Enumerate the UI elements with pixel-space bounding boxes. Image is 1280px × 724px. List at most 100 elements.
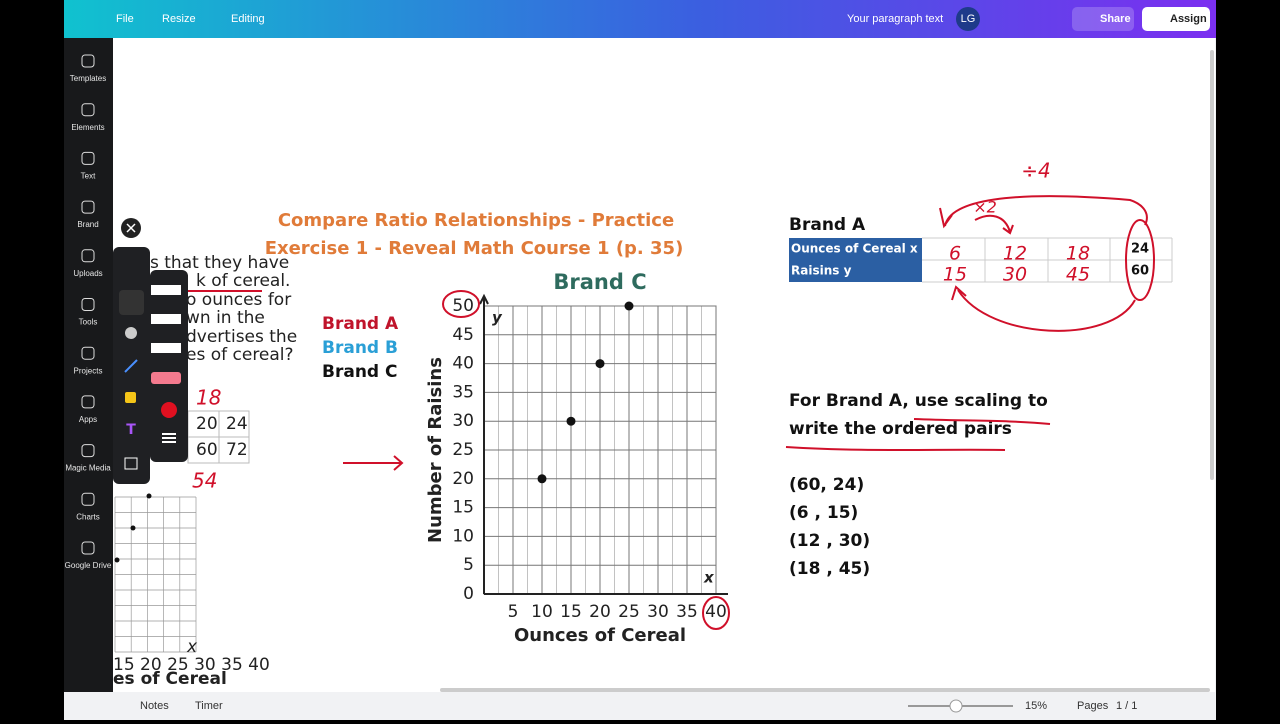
scrollbar[interactable] (440, 688, 1210, 692)
circle-annotation (702, 596, 730, 630)
title: Compare Ratio Relationships - Practice (278, 210, 674, 231)
file-menu[interactable]: File (116, 13, 134, 25)
row-header: Raisins y (791, 264, 852, 278)
arrow (343, 455, 404, 471)
sidebar-label[interactable]: Google Drive (65, 561, 112, 570)
mini-point (114, 557, 120, 563)
sidebar-icon[interactable] (81, 298, 95, 311)
sidebar-icon[interactable] (81, 249, 95, 263)
handwritten: 18 (1066, 243, 1090, 265)
y-tick-label: 30 (452, 411, 474, 431)
editing-menu[interactable]: Editing (231, 13, 265, 25)
sidebar-icon[interactable] (81, 444, 95, 458)
sidebar-icon[interactable] (81, 151, 95, 165)
x-tick-label: 15 (560, 602, 582, 622)
sidebar-label[interactable]: Magic Media (65, 464, 111, 473)
assign-bg[interactable] (1142, 7, 1210, 31)
avatar[interactable]: LG (961, 13, 976, 25)
brand-label: Brand B (322, 338, 398, 358)
scrollbar[interactable] (1210, 50, 1214, 480)
timer-button[interactable]: Timer (195, 700, 223, 712)
sidebar-label[interactable]: Brand (77, 220, 98, 229)
marker[interactable] (151, 314, 181, 324)
sidebar-label[interactable]: Tools (79, 318, 98, 327)
x-tick-label: 10 (531, 602, 553, 622)
sidebar-icon[interactable] (81, 541, 95, 555)
color-swatch[interactable] (161, 402, 177, 418)
weight-icon[interactable] (162, 433, 176, 443)
sidebar-label[interactable]: Uploads (73, 269, 102, 278)
y-tick-label: 40 (452, 354, 474, 374)
handwritten: 15 (943, 264, 967, 286)
sidebar-label[interactable]: Charts (76, 512, 100, 521)
pen-tool[interactable] (119, 290, 144, 315)
graph: 5 10 15 20 25 30 35 40 0 5 10 15 20 25 30 35 40 45 50 Brand… (425, 270, 728, 646)
arrow-annotation (951, 285, 1136, 332)
y-tick-label: 10 (452, 526, 474, 546)
sidebar-icon[interactable] (81, 200, 95, 214)
y-tick-label: 20 (452, 469, 474, 489)
row-header-bg (789, 260, 922, 282)
resize-button[interactable]: Resize (162, 13, 196, 25)
x-letter: x (703, 569, 715, 587)
sidebar-items: Templates Elements Text Brand Uploads Tools Pr… (65, 54, 112, 570)
share-button[interactable]: Share (1100, 13, 1131, 25)
share-bg[interactable] (1072, 7, 1134, 31)
assign-button[interactable]: Assign (1170, 13, 1207, 25)
handwritten: 6 (949, 243, 961, 265)
ordered-pair: (6 , 15) (789, 503, 858, 523)
instruction: write the ordered pairs (789, 419, 1012, 439)
sticky-tool[interactable] (125, 392, 136, 403)
shape-tool[interactable] (125, 327, 137, 339)
table-tool[interactable] (124, 457, 138, 470)
x-tick-label: 30 (647, 602, 669, 622)
y-tick-label: 5 (463, 555, 474, 575)
mini-grid (114, 496, 197, 653)
sidebar-icon[interactable] (81, 346, 95, 360)
left-text: k of cereal. (196, 271, 290, 291)
left-cell: 24 (226, 414, 248, 434)
x-tick-label: 40 (705, 602, 727, 622)
line-tool[interactable] (124, 359, 138, 373)
x-tick-label: 20 (589, 602, 611, 622)
pen[interactable] (151, 285, 181, 295)
sidebar-label[interactable]: Projects (74, 366, 103, 375)
table-cell: 24 (1131, 242, 1149, 257)
axes (479, 293, 728, 595)
left-text: o ounces for (186, 290, 291, 310)
zoom-level[interactable]: 15% (1025, 700, 1047, 712)
left-slide: s that they have k of cereal. o ounces f… (113, 253, 297, 689)
row-header: Ounces of Cereal x (791, 242, 918, 256)
table-title: Brand A (789, 215, 866, 235)
page-count: 1 / 1 (1116, 700, 1137, 712)
sidebar-label[interactable]: Templates (70, 74, 106, 83)
sidebar-icon[interactable] (81, 492, 95, 506)
doc-name[interactable]: Your paragraph text (847, 13, 943, 25)
row-header-bg (789, 238, 922, 260)
x-axis-label: Ounces of Cereal (514, 625, 686, 646)
left-text: es of cereal? (186, 345, 294, 365)
left-cell: 60 (196, 440, 218, 460)
x-tick-label: 5 (508, 602, 519, 622)
arrow-annotation (974, 214, 1014, 235)
avatar-bg[interactable] (956, 7, 980, 31)
sidebar-label[interactable]: Apps (79, 415, 97, 424)
mini-point (130, 525, 136, 531)
sidebar-icon[interactable] (81, 103, 95, 117)
sidebar-icon[interactable] (81, 395, 95, 409)
zoom-handle[interactable] (949, 699, 963, 713)
y-tick-label: 15 (452, 498, 474, 518)
text-tool[interactable]: T (126, 422, 136, 438)
notes-button[interactable]: Notes (140, 700, 169, 712)
sidebar-icon[interactable] (81, 54, 95, 68)
y-axis-label: Number of Raisins (425, 357, 446, 543)
sidebar-label[interactable]: Text (81, 172, 96, 181)
ordered-pair: (60, 24) (789, 475, 864, 495)
left-text: s that they have (150, 253, 289, 273)
eraser[interactable] (151, 372, 181, 384)
mini-x-letter: x (186, 637, 198, 657)
pages-button[interactable]: Pages (1077, 700, 1109, 712)
highlighter[interactable] (151, 343, 181, 353)
subtitle: Exercise 1 - Reveal Math Course 1 (p. 35… (265, 238, 684, 259)
sidebar-label[interactable]: Elements (71, 123, 104, 132)
